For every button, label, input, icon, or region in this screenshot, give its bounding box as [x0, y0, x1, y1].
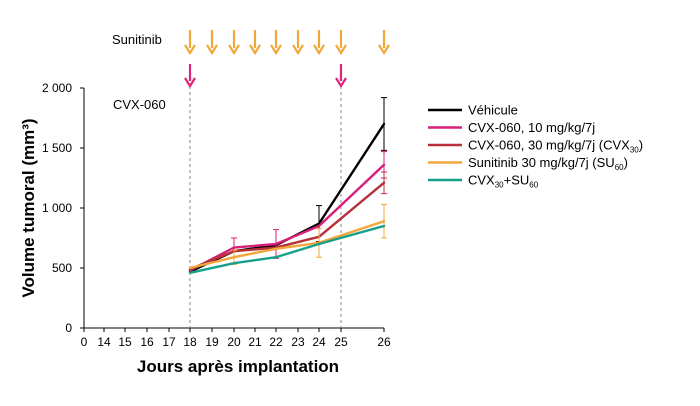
legend-label: Véhicule	[468, 103, 518, 118]
sunitinib-arrow	[270, 30, 282, 56]
x-tick-label: 24	[312, 335, 326, 349]
cvx-060-arrow-head	[335, 77, 347, 89]
x-tick-label: 18	[183, 335, 197, 349]
legend-label: CVX30+SU60	[468, 173, 539, 190]
sunitinib-arrow-head	[249, 44, 261, 56]
x-tick-label: 23	[291, 335, 305, 349]
y-tick-label: 2 000	[42, 81, 72, 95]
x-tick-label: 0	[81, 335, 88, 349]
y-tick-label: 0	[65, 321, 72, 335]
series-line	[188, 219, 386, 270]
sunitinib-arrow-head	[184, 44, 196, 56]
legend-label-part: CVX-060, 10 mg/kg/7j	[468, 120, 595, 135]
legend-label-part: CVX	[468, 173, 495, 188]
series-line	[188, 122, 386, 273]
x-tick-label: 15	[118, 335, 132, 349]
series-group	[188, 224, 386, 274]
x-tick-label: 26	[377, 335, 391, 349]
x-tick-label: 19	[205, 335, 219, 349]
legend-label: Sunitinib 30 mg/kg/7j (SU60)	[468, 155, 628, 172]
x-tick-label: 17	[162, 335, 176, 349]
legend-label-part: Véhicule	[468, 103, 518, 118]
cvx-060-arrow-head	[184, 77, 196, 89]
sunitinib-arrow	[249, 30, 261, 56]
sunitinib-label: Sunitinib	[112, 32, 162, 47]
y-tick-label: 1 500	[42, 141, 72, 155]
cvx-060-label: CVX-060	[113, 97, 166, 112]
legend: Véhicule CVX-060, 10 mg/kg/7j CVX-060, 30 …	[428, 103, 643, 190]
series-line	[188, 224, 386, 274]
sunitinib-arrow	[378, 30, 390, 56]
sunitinib-arrow-head	[270, 44, 282, 56]
legend-label-part: 60	[615, 163, 624, 172]
sunitinib-arrow	[206, 30, 218, 56]
x-tick-label: 25	[334, 335, 348, 349]
sunitinib-arrow-head	[313, 44, 325, 56]
legend-label-part: Sunitinib 30 mg/kg/7j (SU	[468, 155, 615, 170]
legend-label-part: )	[639, 138, 643, 153]
sunitinib-arrow-head	[292, 44, 304, 56]
sunitinib-arrow	[184, 30, 196, 56]
legend-label-part: CVX-060, 30 mg/kg/7j (CVX	[468, 138, 630, 153]
legend-label-part: 30	[495, 181, 504, 190]
legend-label: CVX-060, 30 mg/kg/7j (CVX30)	[468, 138, 643, 155]
sunitinib-arrow-head	[228, 44, 240, 56]
y-tick-label: 1 000	[42, 201, 72, 215]
sunitinib-arrow	[228, 30, 240, 56]
sunitinib-arrow-head	[206, 44, 218, 56]
sunitinib-arrow	[292, 30, 304, 56]
sunitinib-arrow	[335, 30, 347, 56]
legend-label: CVX-060, 10 mg/kg/7j	[468, 120, 595, 135]
x-tick-label: 22	[269, 335, 283, 349]
y-axis-label: Volume tumoral (mm³)	[19, 118, 38, 297]
x-tick-label: 16	[140, 335, 154, 349]
cvx-060-arrow	[335, 64, 347, 89]
sunitinib-arrow-head	[335, 44, 347, 56]
x-tick-label: 21	[248, 335, 262, 349]
legend-label-part: 30	[630, 146, 639, 155]
cvx-060-arrow	[184, 64, 196, 89]
sunitinib-arrow-head	[378, 44, 390, 56]
series-line	[188, 181, 386, 271]
legend-label-part: 60	[529, 181, 538, 190]
legend-label-part: +SU	[504, 173, 530, 188]
sunitinib-arrow	[313, 30, 325, 56]
legend-label-part: )	[624, 155, 628, 170]
x-tick-label: 14	[97, 335, 111, 349]
y-tick-label: 500	[52, 261, 72, 275]
x-axis-label: Jours après implantation	[137, 357, 339, 376]
x-tick-label: 20	[227, 335, 241, 349]
